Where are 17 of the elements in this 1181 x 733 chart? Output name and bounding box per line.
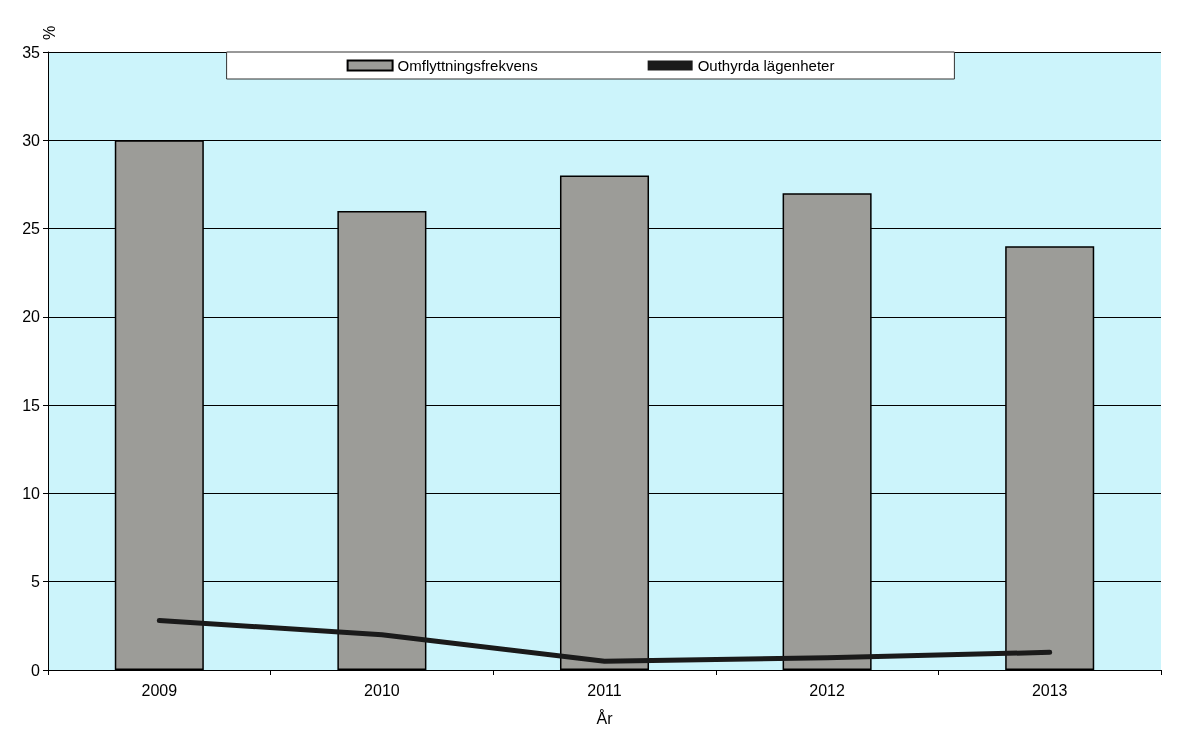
x-axis-title: År	[596, 708, 614, 727]
x-tick-label: 2011	[587, 681, 622, 699]
y-tick-label: 15	[22, 396, 41, 414]
x-tick-label: 2010	[364, 681, 400, 699]
y-tick-label: 20	[22, 308, 41, 326]
y-tick-label: 25	[22, 220, 41, 238]
legend-label: Outhyrda lägenheter	[697, 57, 835, 74]
y-tick-label: 5	[31, 573, 41, 591]
x-tick-label: 2009	[141, 681, 178, 699]
y-axis-title: %	[39, 25, 57, 40]
y-tick-label: 0	[31, 661, 41, 679]
x-tick-label: 2013	[1031, 681, 1068, 699]
x-tick-label: 2012	[809, 681, 845, 699]
legend-label: Omflyttningsfrekvens	[397, 57, 538, 74]
y-tick-label: 35	[22, 43, 41, 61]
y-tick-label: 10	[22, 484, 41, 502]
y-tick-label: 30	[22, 131, 41, 149]
